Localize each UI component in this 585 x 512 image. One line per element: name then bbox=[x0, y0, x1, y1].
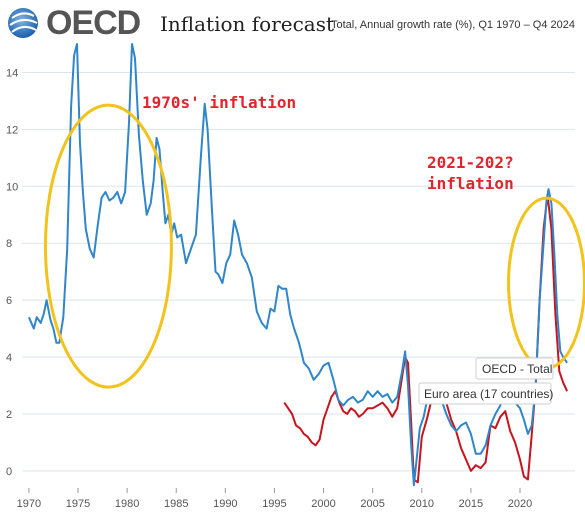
annotation-1970s: 1970s' inflation bbox=[142, 93, 296, 112]
euro-area-line bbox=[283, 193, 569, 484]
oecd-total-label-box bbox=[475, 357, 554, 380]
x-tick-label: 2020 bbox=[508, 498, 532, 510]
euro-area-label: Euro area (17 countries) bbox=[424, 387, 553, 401]
x-tick-label: 1990 bbox=[213, 498, 237, 510]
y-tick-label: 12 bbox=[6, 124, 18, 136]
x-tick-label: 2010 bbox=[410, 498, 434, 510]
y-tick-label: 6 bbox=[6, 295, 12, 307]
x-axis-ticks: 1970 1975 1980 1985 1990 1995 2000 2005 2010 2015… bbox=[17, 488, 532, 510]
y-axis-ticks: 0 2 4 6 8 10 12 14 bbox=[6, 67, 18, 477]
grid-lines bbox=[22, 71, 575, 472]
y-tick-label: 14 bbox=[6, 67, 18, 79]
oecd-wordmark: OECD bbox=[46, 4, 141, 42]
oecd-logo: OECD bbox=[6, 4, 141, 42]
y-tick-label: 10 bbox=[6, 181, 18, 193]
highlight-circles bbox=[43, 103, 585, 389]
x-tick-label: 2000 bbox=[311, 498, 335, 510]
y-tick-label: 0 bbox=[6, 466, 12, 478]
chart-header: OECD Inflation forecast Total, Annual gr… bbox=[0, 0, 585, 44]
euro-area-label-box bbox=[418, 382, 552, 405]
x-tick-label: 1980 bbox=[115, 498, 139, 510]
annotation-2021-line2: inflation bbox=[427, 174, 514, 193]
x-tick-label: 1995 bbox=[262, 498, 286, 510]
x-tick-label: 2005 bbox=[360, 498, 384, 510]
y-tick-label: 8 bbox=[6, 238, 12, 250]
y-tick-label: 2 bbox=[6, 409, 12, 421]
y-tick-label: 4 bbox=[6, 352, 12, 364]
x-tick-label: 2015 bbox=[459, 498, 483, 510]
annotation-2021-line1: 2021-202? bbox=[427, 153, 514, 172]
oecd-total-line bbox=[27, 43, 568, 487]
highlight-1970s-ellipse bbox=[43, 103, 173, 389]
highlight-2021-ellipse bbox=[507, 196, 585, 370]
series-end-labels: OECD - Total Euro area (17 countries) bbox=[418, 357, 554, 405]
series-lines bbox=[27, 43, 569, 487]
x-tick-label: 1975 bbox=[66, 498, 90, 510]
x-tick-label: 1970 bbox=[17, 498, 41, 510]
oecd-globe-icon bbox=[8, 8, 38, 38]
oecd-total-label: OECD - Total bbox=[482, 362, 552, 376]
chart-title: Inflation forecast bbox=[160, 12, 335, 36]
chart-subtitle: Total, Annual growth rate (%), Q1 1970 –… bbox=[331, 19, 575, 31]
x-tick-label: 1985 bbox=[164, 498, 188, 510]
